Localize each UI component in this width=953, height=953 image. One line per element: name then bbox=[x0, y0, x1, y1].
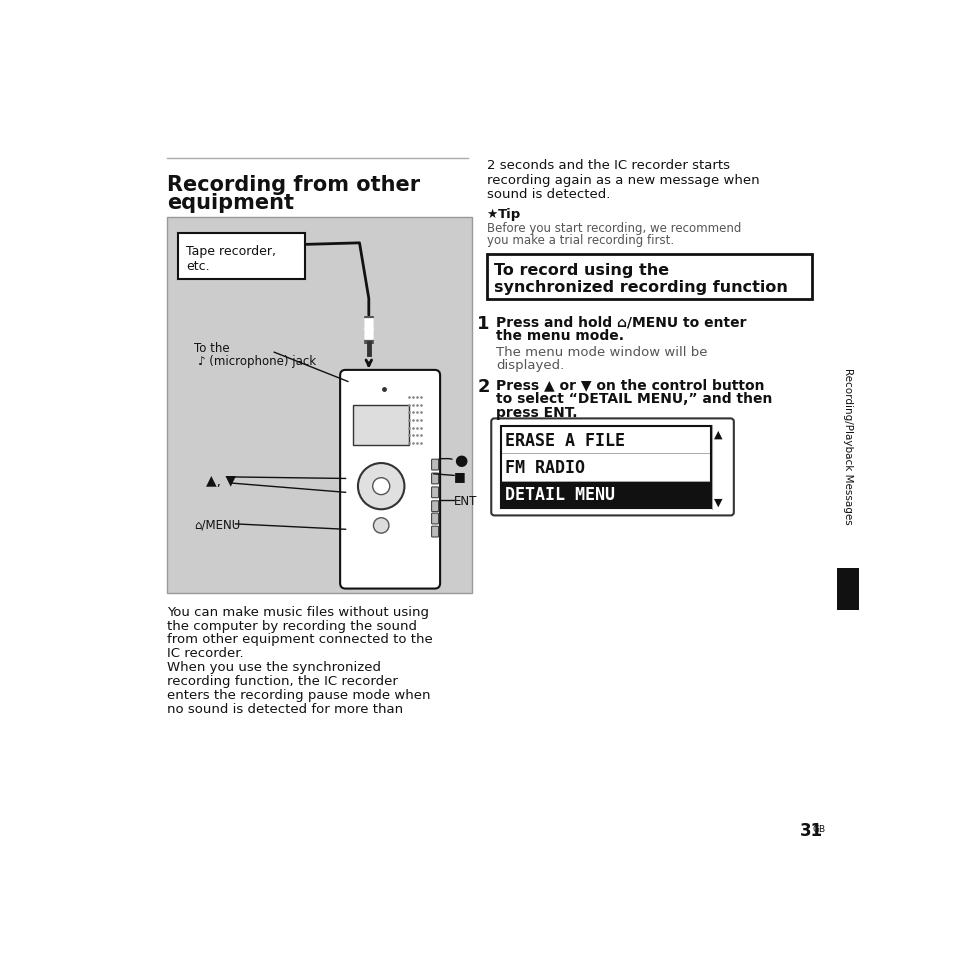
Text: To the: To the bbox=[193, 341, 229, 355]
Text: 1: 1 bbox=[476, 315, 489, 334]
Bar bbox=[500, 481, 710, 508]
Text: synchronized recording function: synchronized recording function bbox=[494, 280, 787, 294]
FancyBboxPatch shape bbox=[431, 501, 438, 512]
Text: ERASE A FILE: ERASE A FILE bbox=[505, 432, 624, 449]
FancyBboxPatch shape bbox=[431, 459, 438, 471]
Text: ●: ● bbox=[454, 453, 467, 467]
Text: IC recorder.: IC recorder. bbox=[167, 647, 244, 659]
FancyBboxPatch shape bbox=[431, 514, 438, 524]
Text: the computer by recording the sound: the computer by recording the sound bbox=[167, 618, 416, 632]
Text: FM RADIO: FM RADIO bbox=[505, 458, 584, 476]
Text: displayed.: displayed. bbox=[496, 359, 563, 372]
Text: ♪ (microphone) jack: ♪ (microphone) jack bbox=[198, 355, 316, 367]
Text: recording again as a new message when: recording again as a new message when bbox=[486, 173, 759, 187]
Text: Recording from other: Recording from other bbox=[167, 174, 420, 194]
Text: Press ▲ or ▼ on the control button: Press ▲ or ▼ on the control button bbox=[496, 377, 763, 392]
Text: Recording/Playback Messages: Recording/Playback Messages bbox=[841, 368, 852, 524]
FancyBboxPatch shape bbox=[431, 527, 438, 537]
FancyBboxPatch shape bbox=[340, 371, 439, 589]
Text: Press and hold ⌂/MENU to enter: Press and hold ⌂/MENU to enter bbox=[496, 315, 745, 329]
Text: 2: 2 bbox=[476, 377, 489, 395]
Text: Before you start recording, we recommend: Before you start recording, we recommend bbox=[486, 221, 740, 234]
Text: When you use the synchronized: When you use the synchronized bbox=[167, 660, 381, 674]
Text: To record using the: To record using the bbox=[494, 263, 669, 277]
Bar bbox=[836, 568, 858, 611]
FancyBboxPatch shape bbox=[431, 487, 438, 498]
Text: ENT: ENT bbox=[454, 494, 476, 507]
Text: enters the recording pause mode when: enters the recording pause mode when bbox=[167, 688, 431, 701]
Text: DETAIL MENU: DETAIL MENU bbox=[505, 486, 615, 503]
Text: the menu mode.: the menu mode. bbox=[496, 329, 623, 343]
Text: you make a trial recording first.: you make a trial recording first. bbox=[486, 233, 673, 247]
Text: 31: 31 bbox=[799, 821, 821, 839]
Text: ▼: ▼ bbox=[714, 497, 722, 507]
Text: to select “DETAIL MENU,” and then: to select “DETAIL MENU,” and then bbox=[496, 392, 772, 405]
Text: from other equipment connected to the: from other equipment connected to the bbox=[167, 633, 433, 646]
Text: ★: ★ bbox=[486, 208, 501, 220]
Circle shape bbox=[357, 463, 404, 510]
Text: etc.: etc. bbox=[186, 260, 210, 273]
Bar bbox=[353, 405, 409, 445]
Text: equipment: equipment bbox=[167, 193, 294, 213]
Bar bbox=[486, 255, 811, 300]
Bar bbox=[167, 218, 472, 594]
Text: 2 seconds and the IC recorder starts: 2 seconds and the IC recorder starts bbox=[486, 159, 729, 172]
Text: Tip: Tip bbox=[497, 208, 520, 220]
Text: Tape recorder,: Tape recorder, bbox=[186, 244, 275, 257]
FancyBboxPatch shape bbox=[491, 419, 733, 516]
Text: The menu mode window will be: The menu mode window will be bbox=[496, 346, 707, 359]
Text: recording function, the IC recorder: recording function, the IC recorder bbox=[167, 675, 397, 687]
Text: ▲: ▲ bbox=[714, 430, 722, 439]
Text: no sound is detected for more than: no sound is detected for more than bbox=[167, 702, 403, 715]
Bar bbox=[500, 427, 710, 508]
Text: ⌂/MENU: ⌂/MENU bbox=[193, 517, 239, 531]
Text: ▲, ▼: ▲, ▼ bbox=[206, 474, 235, 488]
Bar bbox=[178, 233, 305, 280]
Circle shape bbox=[373, 518, 389, 534]
Circle shape bbox=[373, 478, 390, 496]
FancyBboxPatch shape bbox=[431, 474, 438, 484]
Text: sound is detected.: sound is detected. bbox=[486, 188, 609, 201]
Text: GB: GB bbox=[812, 824, 825, 834]
Text: press ENT.: press ENT. bbox=[496, 405, 577, 419]
Text: ■: ■ bbox=[454, 470, 465, 482]
Text: You can make music files without using: You can make music files without using bbox=[167, 605, 429, 618]
